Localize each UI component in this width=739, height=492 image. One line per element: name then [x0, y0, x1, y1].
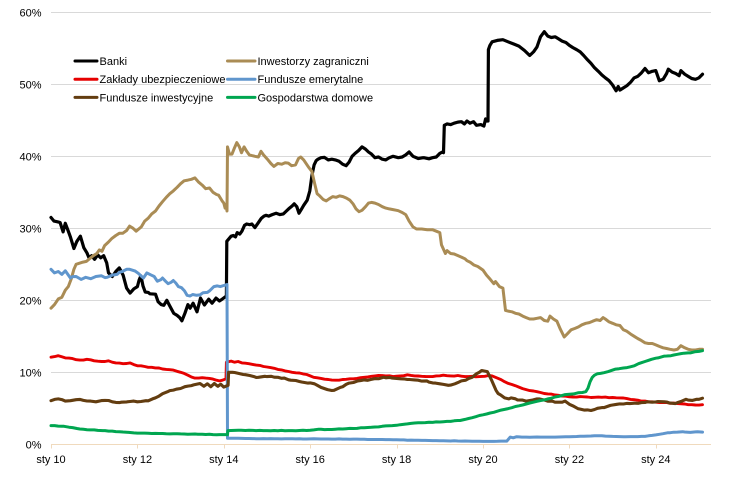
svg-text:Inwestorzy zagraniczni: Inwestorzy zagraniczni [258, 56, 369, 68]
svg-text:sty 22: sty 22 [555, 454, 584, 466]
svg-text:40%: 40% [19, 151, 41, 163]
svg-text:sty 10: sty 10 [36, 454, 65, 466]
svg-text:Gospodarstwa domowe: Gospodarstwa domowe [258, 92, 374, 104]
svg-text:10%: 10% [19, 367, 41, 379]
svg-text:0%: 0% [26, 439, 42, 451]
svg-text:Fundusze inwestycyjne: Fundusze inwestycyjne [100, 92, 214, 104]
svg-text:50%: 50% [19, 79, 41, 91]
svg-text:Banki: Banki [100, 56, 128, 68]
svg-text:sty 14: sty 14 [209, 454, 238, 466]
svg-text:sty 20: sty 20 [468, 454, 497, 466]
svg-text:sty 24: sty 24 [641, 454, 670, 466]
svg-text:sty 18: sty 18 [382, 454, 411, 466]
svg-text:Fundusze emerytalne: Fundusze emerytalne [258, 74, 364, 86]
svg-text:sty 16: sty 16 [296, 454, 325, 466]
svg-text:30%: 30% [19, 223, 41, 235]
svg-text:Zakłady ubezpieczeniowe: Zakłady ubezpieczeniowe [100, 74, 226, 86]
svg-text:sty 12: sty 12 [123, 454, 152, 466]
svg-text:60%: 60% [19, 7, 41, 19]
svg-text:20%: 20% [19, 295, 41, 307]
